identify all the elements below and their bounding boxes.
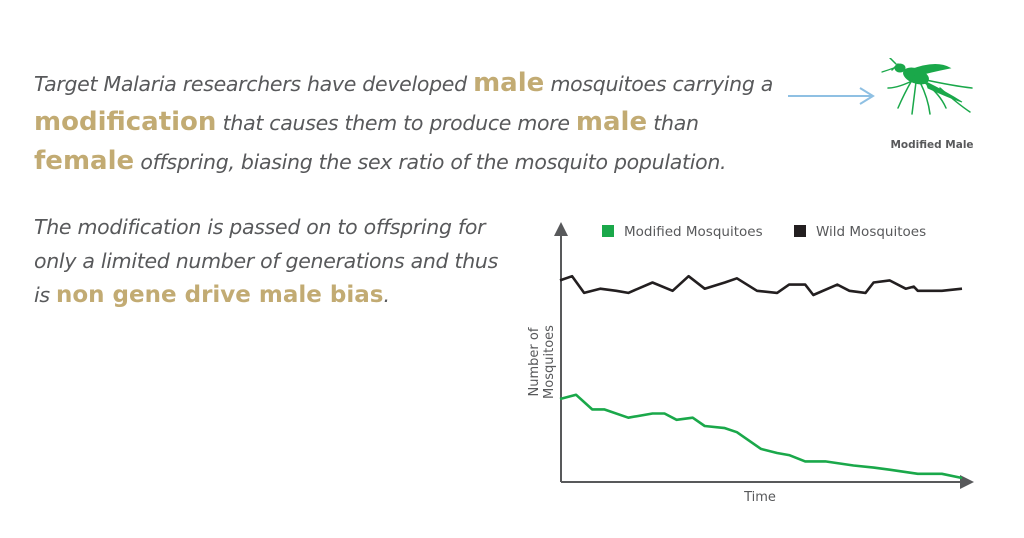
- legend-wild-label: Wild Mosquitoes: [816, 224, 927, 240]
- modified-male-mosquito: [880, 57, 980, 158]
- intro-text-5: offspring, biasing the sex ratio of the …: [134, 150, 727, 174]
- x-axis-arrowhead: [960, 475, 974, 489]
- y-axis-label: Number of Mosquitoes: [527, 325, 557, 399]
- intro-text-3: that causes them to produce more: [216, 111, 576, 135]
- legend-modified: Modified Mosquitoes: [602, 224, 763, 240]
- highlight-non-gene-drive: non gene drive male bias: [56, 282, 384, 308]
- intro-paragraph: Target Malaria researchers have develope…: [34, 64, 774, 181]
- arrow-right-icon: [788, 87, 875, 105]
- legend-wild-swatch: [794, 225, 806, 237]
- intro-text-1: Target Malaria researchers have develope…: [34, 72, 474, 96]
- y-axis-arrowhead: [554, 222, 568, 236]
- second-text-1: The modification is passed on to offspri…: [34, 215, 498, 307]
- chart-axes: [554, 222, 974, 489]
- mosquito-icon: [881, 57, 973, 115]
- wild-mosquitoes-line: [559, 274, 963, 297]
- second-text-2: .: [383, 283, 390, 307]
- legend-wild: Wild Mosquitoes: [794, 224, 926, 240]
- x-axis-label: Time: [744, 490, 776, 505]
- modified-male-label: Modified Male: [890, 139, 974, 151]
- population-chart: [554, 222, 974, 489]
- highlight-male-1: male: [473, 68, 545, 98]
- second-paragraph: The modification is passed on to offspri…: [34, 210, 514, 312]
- highlight-female: female: [34, 146, 135, 176]
- legend-modified-swatch: [602, 225, 614, 237]
- intro-text-2: mosquitoes carrying a: [544, 72, 774, 96]
- highlight-modification: modification: [34, 107, 217, 137]
- modified-mosquitoes-line: [559, 393, 963, 480]
- plot-area: [559, 274, 963, 480]
- highlight-male-2: male: [575, 107, 648, 137]
- intro-text-4: than: [647, 111, 699, 135]
- legend-modified-label: Modified Mosquitoes: [624, 224, 763, 240]
